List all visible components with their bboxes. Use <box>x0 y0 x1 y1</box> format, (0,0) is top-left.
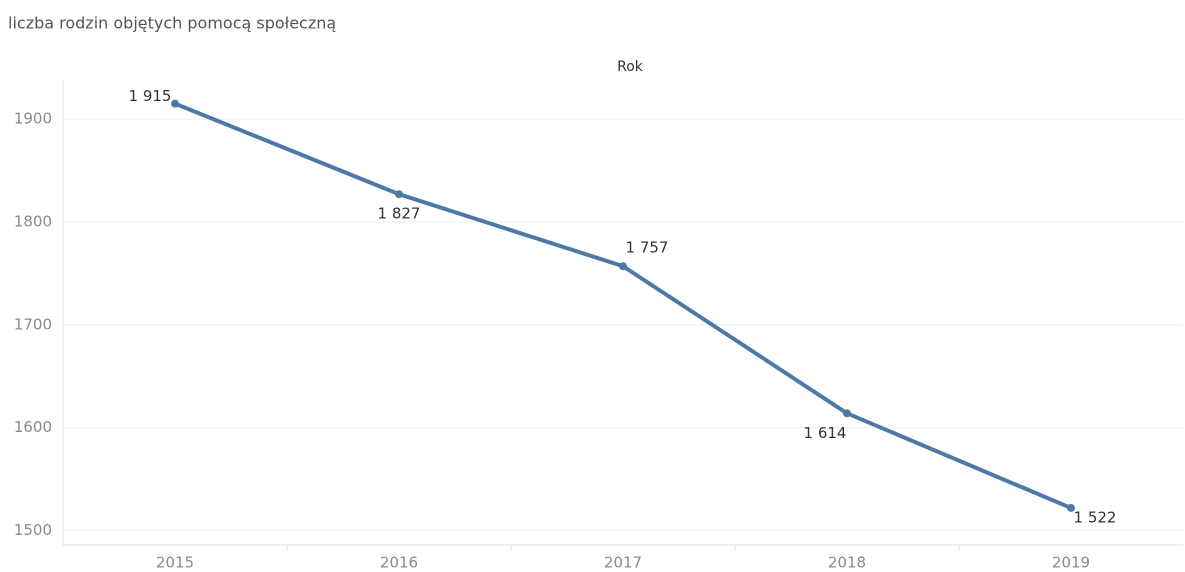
value-label: 1 522 <box>1074 508 1117 526</box>
line <box>174 101 1072 510</box>
y-tick-label: 1600 <box>14 418 52 436</box>
chart-title: liczba rodzin objętych pomocą społeczną <box>8 14 336 33</box>
point <box>395 190 403 199</box>
value-label: 1 827 <box>378 205 421 223</box>
x-axis-label: Rok <box>617 59 644 75</box>
value-label: 1 614 <box>804 424 847 442</box>
y-tick-label: 1500 <box>14 521 52 539</box>
x-tick-label: 2015 <box>156 554 194 572</box>
value-label: 1 915 <box>129 87 172 105</box>
y-tick-label: 1800 <box>14 212 52 230</box>
x-tick-label: 2017 <box>604 554 642 572</box>
x-tick-label: 2018 <box>828 554 866 572</box>
point <box>171 99 179 108</box>
x-tick-label: 2019 <box>1052 554 1090 572</box>
point <box>843 409 851 418</box>
y-tick-label: 1900 <box>14 110 52 128</box>
point <box>619 262 627 271</box>
point <box>1067 503 1075 512</box>
value-label: 1 757 <box>626 239 669 257</box>
y-tick-label: 1700 <box>14 315 52 333</box>
x-tick-label: 2016 <box>380 554 418 572</box>
